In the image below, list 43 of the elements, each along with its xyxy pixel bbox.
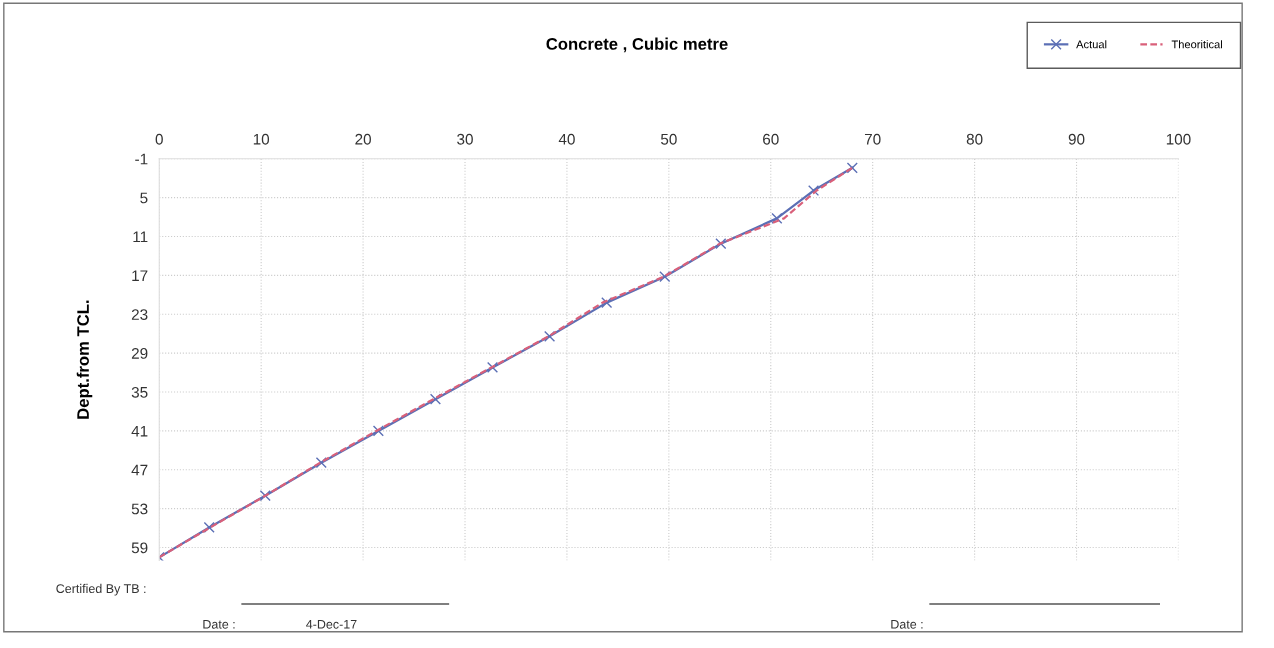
point [659,271,671,283]
point [601,297,613,309]
y-tick-label: 47 [131,464,148,476]
x-tick-label: 80 [966,133,983,145]
x-tick-label: 40 [558,133,575,145]
y-tick-label: 11 [133,231,148,243]
x-tick-label: 20 [355,133,371,145]
x-tick-label: 60 [763,133,779,145]
x-tick-label: 100 [1166,133,1191,145]
point [259,490,271,502]
y-tick-label: 17 [132,270,148,281]
y-tick-label: 23 [131,309,148,320]
y-tick-label: 35 [131,386,148,398]
point [486,361,499,373]
y-tick-label: 29 [131,348,148,359]
legend-label: Actual [1076,40,1107,49]
text: Date : [891,619,923,629]
x-tick-label: 50 [660,133,677,145]
legend-label: Theoritical [1171,40,1222,49]
point [846,162,858,174]
point [715,238,727,250]
y-tick-label: 53 [131,503,148,515]
text: 4-Dec-17 [306,619,357,629]
text: Certified By TB : [56,583,146,596]
point [771,212,783,224]
point [808,184,820,197]
point [429,393,442,405]
point [544,330,556,342]
chart-title: Concrete , Cubic metre [546,37,728,53]
x-tick-label: 30 [457,133,473,145]
x-tick-label: 10 [253,133,270,145]
point [203,521,215,534]
point [372,425,384,437]
point [315,457,327,469]
x-tick-label: 70 [864,133,881,145]
x-tick-label: 0 [155,133,163,145]
x-tick-label: 90 [1068,133,1085,145]
y-tick-label: 59 [131,542,148,554]
y-tick-label: 5 [140,192,148,204]
y-tick-label: 41 [131,425,148,437]
y-axis-title: Dept.from TCL. [76,300,93,419]
y-tick-label: -1 [135,153,148,165]
text: Date : [203,619,235,629]
